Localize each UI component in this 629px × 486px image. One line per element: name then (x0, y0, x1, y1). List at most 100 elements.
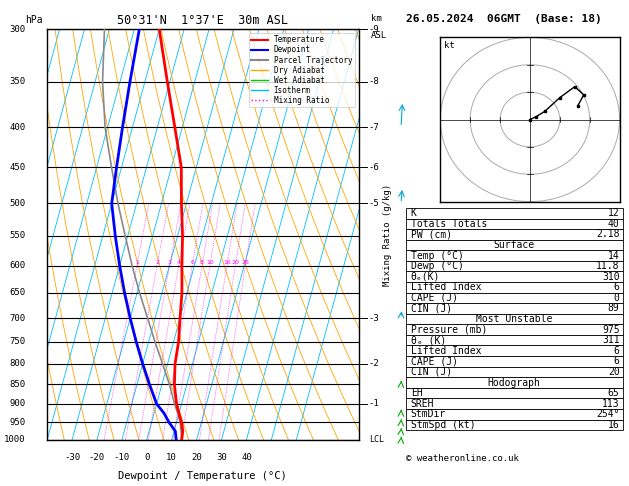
Title: 50°31'N  1°37'E  30m ASL: 50°31'N 1°37'E 30m ASL (118, 14, 288, 27)
Text: -30: -30 (64, 453, 80, 462)
Bar (406, 208, 623, 219)
Text: Hodograph: Hodograph (487, 378, 541, 387)
Bar (406, 303, 623, 314)
Text: 2.18: 2.18 (596, 229, 620, 240)
Text: -20: -20 (89, 453, 105, 462)
Text: 975: 975 (602, 325, 620, 335)
Text: 850: 850 (9, 380, 25, 389)
Text: -8: -8 (369, 77, 380, 86)
Text: -9: -9 (369, 25, 380, 34)
Text: 20: 20 (608, 367, 620, 377)
Text: 750: 750 (9, 337, 25, 346)
Text: 550: 550 (9, 231, 25, 241)
Text: 6: 6 (614, 346, 620, 356)
Text: 1: 1 (135, 260, 139, 265)
Text: -2: -2 (369, 359, 380, 368)
Text: 3: 3 (167, 260, 172, 265)
Text: θₑ(K): θₑ(K) (411, 272, 440, 282)
Bar (406, 282, 623, 293)
Text: 6: 6 (190, 260, 194, 265)
Bar (406, 409, 623, 419)
Legend: Temperature, Dewpoint, Parcel Trajectory, Dry Adiabat, Wet Adiabat, Isotherm, Mi: Temperature, Dewpoint, Parcel Trajectory… (248, 33, 355, 107)
Text: CAPE (J): CAPE (J) (411, 356, 458, 366)
Text: 10: 10 (166, 453, 177, 462)
Text: SREH: SREH (411, 399, 434, 409)
Bar (406, 346, 623, 356)
Text: ASL: ASL (370, 31, 387, 40)
Text: -7: -7 (369, 123, 380, 132)
Text: 10: 10 (206, 260, 214, 265)
Bar (406, 271, 623, 282)
Bar (406, 366, 623, 377)
Bar (406, 250, 623, 261)
Bar (406, 293, 623, 303)
Bar (406, 388, 623, 399)
Text: Lifted Index: Lifted Index (411, 282, 481, 292)
Text: 14: 14 (608, 251, 620, 260)
Bar (406, 335, 623, 346)
Text: 500: 500 (9, 199, 25, 208)
Text: 1000: 1000 (4, 435, 25, 444)
Text: 11.8: 11.8 (596, 261, 620, 271)
Text: 26.05.2024  06GMT  (Base: 18): 26.05.2024 06GMT (Base: 18) (406, 14, 601, 24)
Text: 65: 65 (608, 388, 620, 398)
Text: PW (cm): PW (cm) (411, 229, 452, 240)
Text: 800: 800 (9, 359, 25, 368)
Bar (406, 229, 623, 240)
Text: Lifted Index: Lifted Index (411, 346, 481, 356)
Text: Pressure (mb): Pressure (mb) (411, 325, 487, 335)
Bar (406, 240, 623, 250)
Text: θₑ (K): θₑ (K) (411, 335, 446, 345)
Text: Dewpoint / Temperature (°C): Dewpoint / Temperature (°C) (118, 470, 287, 481)
Text: Temp (°C): Temp (°C) (411, 251, 464, 260)
Text: 311: 311 (602, 335, 620, 345)
Text: 40: 40 (608, 219, 620, 229)
Text: StmDir: StmDir (411, 409, 446, 419)
Text: hPa: hPa (25, 15, 43, 25)
Text: 0: 0 (614, 293, 620, 303)
Bar (406, 324, 623, 335)
Bar (406, 377, 623, 388)
Text: 300: 300 (9, 25, 25, 34)
Text: 113: 113 (602, 399, 620, 409)
Text: -6: -6 (369, 163, 380, 172)
Text: Surface: Surface (494, 240, 535, 250)
Bar (406, 356, 623, 366)
Text: © weatheronline.co.uk: © weatheronline.co.uk (406, 454, 518, 464)
Text: 310: 310 (602, 272, 620, 282)
Text: LCL: LCL (369, 435, 384, 444)
Text: StmSpd (kt): StmSpd (kt) (411, 420, 476, 430)
Text: 900: 900 (9, 399, 25, 408)
Text: Most Unstable: Most Unstable (476, 314, 552, 324)
Text: CAPE (J): CAPE (J) (411, 293, 458, 303)
Text: 350: 350 (9, 77, 25, 86)
Text: 12: 12 (608, 208, 620, 218)
Text: 16: 16 (223, 260, 231, 265)
Text: 4: 4 (177, 260, 181, 265)
Text: -5: -5 (369, 199, 380, 208)
Text: Totals Totals: Totals Totals (411, 219, 487, 229)
Text: CIN (J): CIN (J) (411, 367, 452, 377)
Bar (406, 399, 623, 409)
Bar (406, 419, 623, 430)
Text: 450: 450 (9, 163, 25, 172)
Text: 40: 40 (241, 453, 252, 462)
Text: 600: 600 (9, 261, 25, 270)
Text: CIN (J): CIN (J) (411, 303, 452, 313)
Text: -10: -10 (114, 453, 130, 462)
Text: km: km (370, 14, 381, 23)
Bar (406, 314, 623, 324)
Text: -1: -1 (369, 399, 380, 408)
Text: 6: 6 (614, 356, 620, 366)
Text: 254°: 254° (596, 409, 620, 419)
Text: 30: 30 (216, 453, 227, 462)
Text: 89: 89 (608, 303, 620, 313)
Text: 0: 0 (144, 453, 150, 462)
Text: Mixing Ratio (g/kg): Mixing Ratio (g/kg) (384, 183, 392, 286)
Text: K: K (411, 208, 416, 218)
Text: 950: 950 (9, 418, 25, 427)
Text: 6: 6 (614, 282, 620, 292)
Text: 16: 16 (608, 420, 620, 430)
Text: 400: 400 (9, 123, 25, 132)
Text: -3: -3 (369, 313, 380, 323)
